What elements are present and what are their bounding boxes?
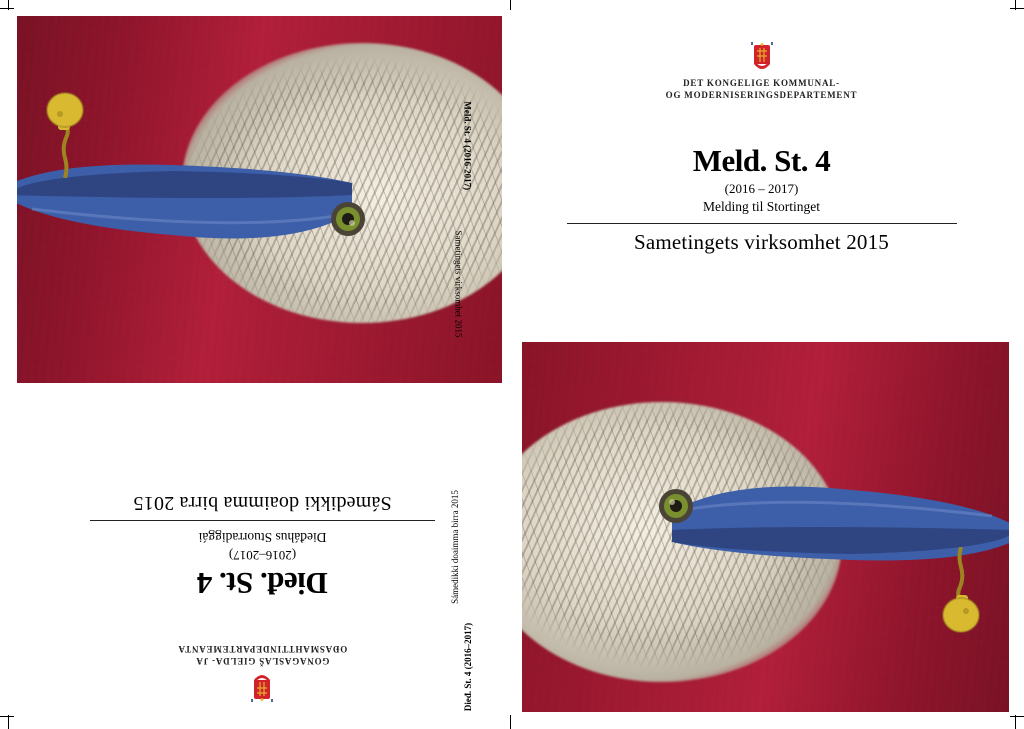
spine-right-1: Meld. St. 4 (2016-2017): [463, 101, 473, 190]
front-title: Meld. St. 4: [514, 143, 1009, 179]
front-cover: DET KONGELIGE KOMMUNAL- OG MODERNISERING…: [514, 12, 1009, 712]
spine: Meld. St. 4 (2016-2017) Sametingets virk…: [506, 12, 518, 712]
back-department-line2: OĐASMAHTTINDEPARTEMEANTA: [15, 643, 510, 655]
front-subtitle2: Sametingets virksomhet 2015: [514, 230, 1009, 255]
crest-icon: [749, 42, 775, 72]
front-header: DET KONGELIGE KOMMUNAL- OG MODERNISERING…: [514, 42, 1009, 255]
back-department-line1: GONAGASLAŠ GIELDA- JA: [15, 654, 510, 666]
department-line2: OG MODERNISERINGSDEPARTEMENT: [514, 90, 1009, 102]
front-year: (2016 – 2017): [514, 181, 1009, 197]
back-year: (2016–2017): [15, 547, 510, 563]
divider-rule: [90, 520, 435, 521]
crest-icon: [250, 672, 276, 702]
cover-artwork: [522, 342, 1009, 712]
back-cover: GONAGASLAŠ GIELDA- JA OĐASMAHTTINDEPARTE…: [15, 12, 510, 712]
spine-left-2: Sámedikki doaimma birra 2015: [450, 490, 460, 604]
department-line1: DET KONGELIGE KOMMUNAL-: [514, 78, 1009, 90]
front-subtitle1: Melding til Stortinget: [514, 199, 1009, 215]
back-artwork: [17, 16, 502, 383]
spine-left-1: Dieđ. St. 4 (2016–2017): [463, 623, 473, 711]
back-subtitle1: Dieđáhus Stuorradiggái: [15, 529, 510, 545]
back-title: Dieđ. St. 4: [15, 565, 510, 601]
divider-rule: [567, 223, 957, 224]
spine-right-2: Sametingets virksomhet 2015: [454, 231, 464, 338]
back-header: GONAGASLAŠ GIELDA- JA OĐASMAHTTINDEPARTE…: [15, 462, 510, 712]
back-subtitle2: Sámedikki doaimma birra 2015: [15, 491, 510, 514]
